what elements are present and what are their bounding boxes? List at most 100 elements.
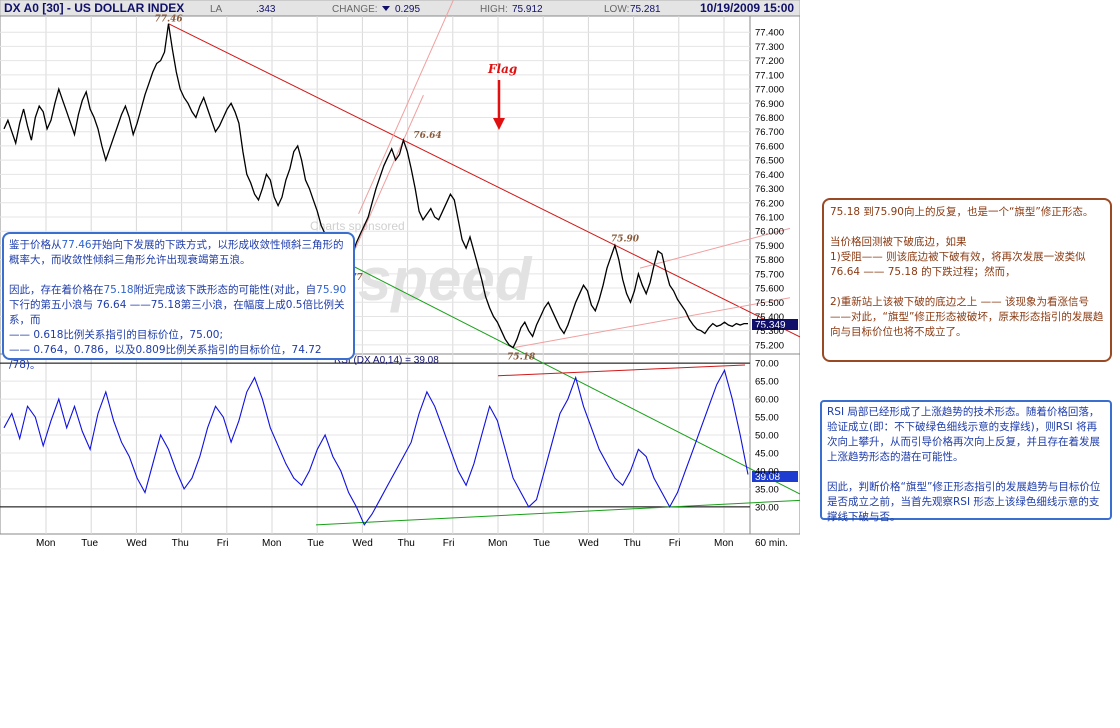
- price-tick-label: 77.100: [755, 70, 784, 81]
- trendlines: [168, 0, 800, 526]
- x-tick-label: Mon: [488, 538, 507, 549]
- price-tick-label: 77.300: [755, 42, 784, 53]
- price-tick-label: 76.500: [755, 156, 784, 167]
- price-tick-label: 75.500: [755, 298, 784, 309]
- x-tick-label: Thu: [624, 538, 641, 549]
- flag-label: Flag: [487, 62, 517, 76]
- rsi-tick-label: 45.00: [755, 448, 779, 459]
- flag2-channel-lower: [512, 297, 791, 349]
- low-value: 75.281: [630, 4, 661, 15]
- rsi-tick-label: 65.00: [755, 377, 779, 388]
- resistance-trendline: [168, 23, 800, 338]
- x-tick-label: Thu: [398, 538, 415, 549]
- price-tick-label: 75.600: [755, 284, 784, 295]
- flag2-channel-upper: [639, 227, 791, 269]
- rsi-panel: [0, 353, 751, 535]
- watermark-brand: speed: [358, 246, 533, 313]
- price-tick-label: 77.400: [755, 28, 784, 39]
- high-label: HIGH:: [480, 4, 508, 15]
- price-annotation: 75.18: [507, 353, 536, 363]
- price-last-box: [752, 319, 798, 330]
- rsi-tick-label: 60.00: [755, 395, 779, 406]
- price-tick-label: 77.200: [755, 56, 784, 67]
- rsi-tick-label: 70.00: [755, 359, 779, 370]
- rsi-tick-label: 50.00: [755, 431, 779, 442]
- x-tick-label: Fri: [443, 538, 455, 549]
- price-tick-label: 76.700: [755, 127, 784, 138]
- datetime: 10/19/2009 15:00: [700, 1, 794, 15]
- watermark-sponsor: Charts sponsored: [310, 219, 405, 233]
- price-annotation: 77.46: [154, 15, 183, 25]
- note-left-wave-analysis: 鉴于价格从77.46开始向下发展的下跌方式，以形成收敛性倾斜三角形的概率大，而收…: [2, 232, 355, 371]
- x-tick-label: Fri: [217, 538, 229, 549]
- note-flag-pattern: 75.18 到75.90向上的反复，也是一个“旗型”修正形态。 当价格回测被下破…: [822, 198, 1112, 362]
- note-left-segment: 下行的第五小浪与 76.64 ——75.18第三小浪，在幅度上成0.5倍比例关系…: [9, 299, 345, 371]
- price-tick-label: 76.000: [755, 227, 784, 238]
- x-tick-label: Tue: [81, 538, 98, 549]
- x-tick-label: Tue: [533, 538, 550, 549]
- symbol-title: DX A0 [30] - US DOLLAR INDEX: [4, 1, 184, 15]
- price-tick-label: 75.400: [755, 312, 784, 323]
- rsi-title: RSI (DX A0,14) = 39.08: [334, 355, 439, 366]
- price-tick-label: 76.600: [755, 141, 784, 152]
- change-value: 0.295: [395, 4, 420, 15]
- price-tick-label: 76.900: [755, 99, 784, 110]
- price-annotation: 76.64: [413, 131, 441, 141]
- x-tick-label: Thu: [172, 538, 189, 549]
- rsi-axis: 30.00 35.00 40.00 45.00 50.00 55.00 60.00 65.00…: [755, 359, 779, 514]
- note-left-segment: 75.18: [103, 284, 134, 296]
- note-left-segment: 77.46: [61, 239, 92, 251]
- price-tick-label: 76.400: [755, 170, 784, 181]
- high-value: 75.912: [512, 4, 543, 15]
- change-down-icon: [382, 6, 390, 11]
- price-tick-label: 75.300: [755, 326, 784, 337]
- rsi-tick-label: 40.00: [755, 466, 779, 477]
- x-axis: Mon Tue Wed Thu Fri Mon Tue Wed Thu Fri Mon Tue Wed T…: [36, 538, 733, 549]
- x-tick-label: Mon: [714, 538, 733, 549]
- price-annotation: 75.90: [611, 234, 640, 244]
- price-tick-label: 75.700: [755, 269, 784, 280]
- x-tick-label: Wed: [352, 538, 372, 549]
- x-tick-label: Mon: [36, 538, 55, 549]
- price-tick-label: 75.200: [755, 340, 784, 351]
- rsi-resistance-line: [497, 364, 746, 377]
- flag-arrow-head-icon: [493, 118, 505, 130]
- price-tick-label: 75.800: [755, 255, 784, 266]
- last-label: LA: [210, 4, 223, 15]
- flag-channel-lower: [348, 94, 424, 265]
- rsi-tick-label: 55.00: [755, 413, 779, 424]
- note-left-segment: 附近完成该下跌形态的可能性(对此，自: [133, 284, 317, 296]
- flag-channel-upper: [358, 0, 454, 215]
- price-tick-label: 77.000: [755, 85, 784, 96]
- grid: [0, 16, 750, 534]
- price-tick-label: 76.200: [755, 198, 784, 209]
- change-label: CHANGE:: [332, 4, 378, 15]
- rsi-last-box: [752, 471, 798, 482]
- rsi-support-line: [315, 499, 800, 526]
- price-tick-label: 76.800: [755, 113, 784, 124]
- price-axis: 75.200 75.300 75.400 75.500 75.600 75.700 75.8…: [755, 28, 784, 352]
- x-tick-label: Fri: [669, 538, 681, 549]
- rsi-series-line: [3, 368, 749, 526]
- price-last-value: 75.349: [755, 320, 786, 331]
- note-left-segment: 开始向下发展的下跌方式，以形成收敛性倾斜三角形的概率大，而收敛性倾斜三角形允许出…: [9, 239, 344, 296]
- last-value: .343: [256, 4, 276, 15]
- support-trendline: [348, 263, 800, 495]
- x-tick-label: Mon: [262, 538, 281, 549]
- note-rsi-analysis: RSI 局部已经形成了上涨趋势的技术形态。随着价格回落，验证成立(即：不下破绿色…: [820, 400, 1112, 523]
- note-left-segment: 鉴于价格从: [9, 239, 62, 251]
- price-series-line: [3, 23, 748, 349]
- x-tick-label: Wed: [126, 538, 146, 549]
- price-tick-label: 75.900: [755, 241, 784, 252]
- note-left-segment: 75.90: [316, 284, 347, 296]
- x-interval: 60 min.: [755, 538, 788, 549]
- rsi-tick-label: 35.00: [755, 484, 779, 495]
- x-tick-label: Tue: [307, 538, 324, 549]
- rsi-last-value: 39.08: [755, 472, 780, 483]
- price-tick-label: 76.300: [755, 184, 784, 195]
- rsi-axis-bg: [749, 353, 800, 535]
- price-axis-bg: [749, 15, 800, 355]
- x-tick-label: Wed: [578, 538, 598, 549]
- rsi-tick-label: 30.00: [755, 502, 779, 513]
- low-label: LOW:: [604, 4, 629, 15]
